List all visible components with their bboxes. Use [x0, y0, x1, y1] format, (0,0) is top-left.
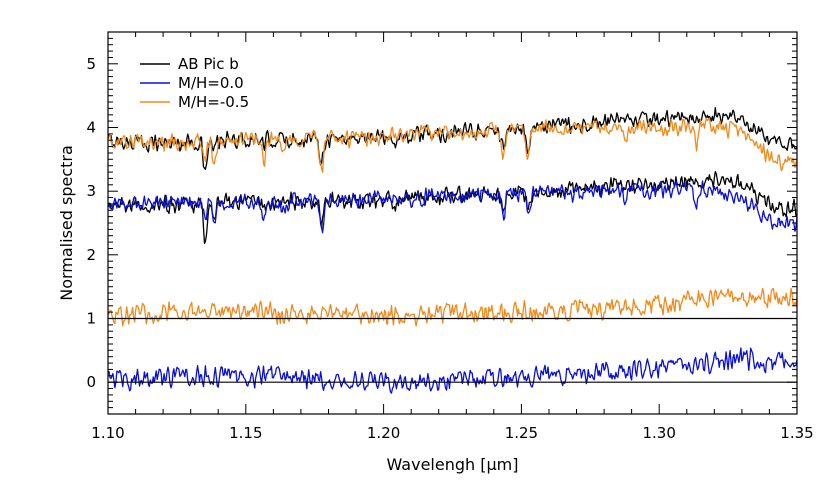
y-tick-label: 1 [86, 310, 96, 328]
axis-ticks [107, 31, 798, 415]
y-tick-label: 2 [86, 246, 96, 264]
x-tick-label: 1.20 [367, 424, 400, 442]
x-tick-label: 1.35 [780, 424, 813, 442]
y-tick-label: 5 [86, 55, 96, 73]
legend-label: M/H=0.0 [178, 74, 244, 92]
legend-label: M/H=-0.5 [178, 93, 249, 111]
series-line [107, 117, 798, 173]
x-axis-label: Wavelengh [μm] [387, 455, 519, 474]
x-tick-label: 1.30 [642, 424, 675, 442]
y-axis-label: Normalised spectra [57, 145, 76, 301]
series-line [107, 347, 798, 394]
x-tick-label: 1.15 [229, 424, 262, 442]
series-line [107, 107, 798, 171]
x-tick-label: 1.25 [505, 424, 538, 442]
x-tick-label: 1.10 [91, 424, 124, 442]
legend-label: AB Pic b [178, 55, 239, 73]
series-layer [107, 107, 798, 394]
y-tick-label: 4 [86, 119, 96, 137]
tick-labels: 1.10 1.15 1.20 1.25 1.30 1.35 0 1 2 3 4 5 [86, 55, 813, 442]
y-tick-label: 0 [86, 373, 96, 391]
series-line [107, 180, 798, 234]
reference-lines [108, 317, 797, 383]
y-tick-label: 3 [86, 182, 96, 200]
series-line [107, 287, 798, 327]
legend: AB Pic bM/H=0.0M/H=-0.5 [140, 55, 249, 111]
